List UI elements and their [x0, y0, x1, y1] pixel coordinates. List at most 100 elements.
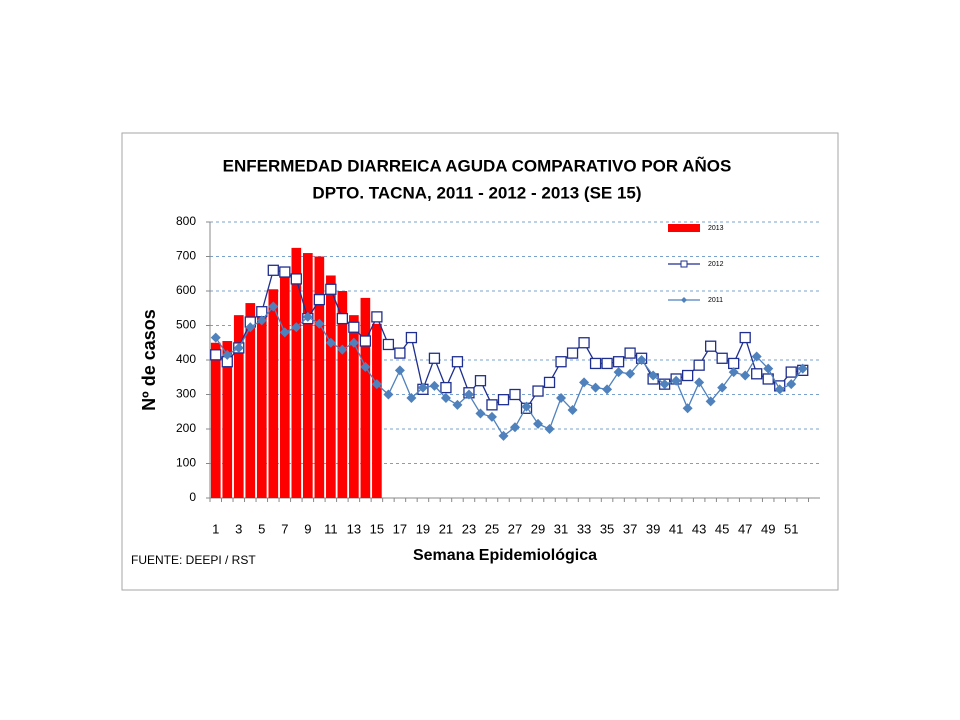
bar: [210, 342, 221, 498]
marker: [245, 322, 256, 333]
marker: [475, 408, 486, 419]
marker: [348, 337, 359, 348]
x-tick-label: 49: [761, 521, 775, 536]
y-tick-label: 700: [176, 249, 196, 263]
chart-subtitle: DPTO. TACNA, 2011 - 2012 - 2013 (SE 15): [312, 183, 641, 202]
x-tick-label: 25: [485, 521, 499, 536]
x-tick-label: 13: [347, 521, 361, 536]
x-tick-label: 15: [370, 521, 384, 536]
marker: [382, 338, 395, 351]
x-tick-label: 29: [531, 521, 545, 536]
marker: [728, 357, 740, 370]
x-axis-title: Semana Epidemiológica: [413, 547, 597, 564]
y-tick-label: 800: [176, 214, 196, 228]
marker: [613, 367, 624, 378]
marker: [510, 422, 520, 433]
marker: [394, 365, 405, 376]
y-tick-label: 100: [176, 456, 196, 470]
legend-label: 2012: [708, 261, 724, 268]
marker: [360, 361, 371, 372]
line: [215, 269, 803, 410]
bar: [302, 253, 313, 498]
marker: [648, 370, 659, 381]
bar: [349, 315, 359, 498]
marker: [533, 418, 544, 429]
bar: [337, 291, 348, 498]
marker: [671, 375, 682, 386]
marker: [763, 363, 774, 374]
marker: [383, 389, 394, 400]
marker: [451, 356, 464, 368]
y-tick-label: 600: [176, 283, 196, 297]
x-tick-label: 19: [416, 521, 430, 536]
marker: [256, 315, 267, 326]
marker: [544, 424, 555, 434]
x-tick-label: 11: [324, 521, 338, 536]
marker: [348, 321, 360, 333]
marker: [728, 367, 739, 378]
marker: [452, 399, 463, 410]
marker: [624, 347, 636, 359]
bar: [314, 256, 325, 498]
legend-swatch: [668, 224, 700, 232]
legend-label: 2011: [708, 297, 723, 304]
y-tick-label: 300: [176, 387, 196, 401]
marker: [371, 379, 382, 390]
marker: [210, 332, 221, 343]
marker: [279, 266, 291, 278]
x-tick-label: 31: [554, 521, 568, 536]
marker: [625, 368, 636, 379]
bar: [326, 275, 336, 498]
x-tick-label: 39: [646, 521, 660, 536]
marker: [429, 380, 440, 391]
marker: [589, 357, 602, 370]
legend-label: 2013: [708, 225, 724, 232]
marker: [739, 331, 751, 344]
x-tick-label: 3: [235, 521, 242, 536]
marker: [774, 384, 785, 395]
marker: [498, 430, 509, 441]
x-tick-label: 9: [304, 521, 311, 536]
y-tick-label: 400: [176, 352, 196, 366]
marker: [740, 370, 751, 381]
x-tick-label: 27: [508, 521, 522, 536]
x-tick-label: 21: [439, 521, 453, 536]
y-tick-label: 500: [176, 318, 196, 332]
marker: [681, 369, 694, 382]
marker: [486, 399, 498, 411]
marker: [578, 337, 590, 349]
marker: [313, 293, 325, 306]
bar: [222, 341, 233, 498]
marker: [371, 311, 383, 323]
x-tick-label: 35: [600, 521, 614, 536]
marker: [509, 388, 521, 401]
marker: [705, 396, 716, 407]
x-tick-label: 37: [623, 521, 637, 536]
bar: [245, 303, 256, 498]
marker: [337, 344, 348, 355]
marker: [786, 379, 797, 390]
marker: [717, 382, 728, 393]
marker: [659, 379, 670, 390]
bar: [291, 247, 302, 498]
marker: [751, 351, 762, 362]
marker: [406, 392, 417, 403]
y-tick-label: 200: [176, 421, 196, 435]
x-tick-label: 41: [669, 521, 683, 536]
marker: [693, 359, 705, 371]
x-tick-label: 33: [577, 521, 591, 536]
marker: [222, 349, 233, 360]
bar: [233, 315, 244, 498]
x-tick-label: 1: [212, 521, 219, 536]
marker: [336, 312, 349, 325]
marker: [440, 392, 451, 403]
marker: [612, 356, 625, 368]
x-tick-label: 45: [715, 521, 729, 536]
marker: [602, 384, 613, 395]
marker: [474, 375, 487, 387]
marker: [601, 357, 613, 370]
marker: [325, 283, 337, 295]
marker: [785, 366, 797, 378]
marker: [705, 340, 717, 352]
